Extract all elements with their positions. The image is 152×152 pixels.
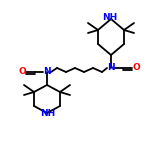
Text: O: O: [132, 64, 140, 73]
Text: NH: NH: [40, 109, 56, 119]
Text: NH: NH: [102, 14, 118, 22]
Text: N: N: [43, 67, 51, 76]
Text: O: O: [18, 67, 26, 76]
Text: N: N: [107, 64, 115, 73]
